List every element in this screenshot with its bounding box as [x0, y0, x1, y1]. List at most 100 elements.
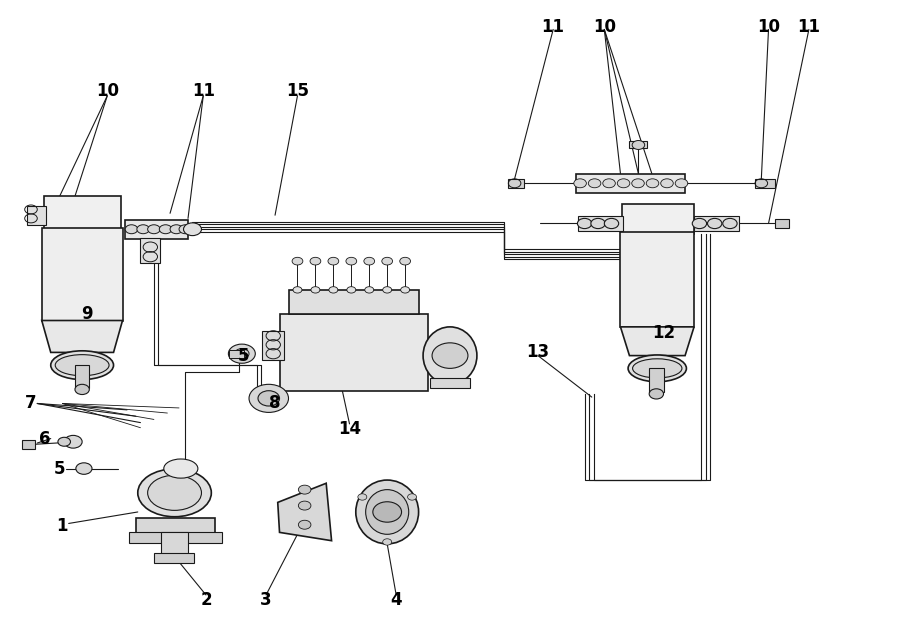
Circle shape	[591, 219, 605, 229]
Circle shape	[299, 520, 310, 529]
Circle shape	[159, 225, 172, 234]
Text: 11: 11	[797, 18, 821, 36]
Circle shape	[310, 257, 320, 265]
Ellipse shape	[628, 355, 687, 382]
Circle shape	[310, 287, 320, 293]
Ellipse shape	[633, 359, 682, 378]
Polygon shape	[620, 327, 694, 356]
Text: 3: 3	[260, 591, 272, 609]
Bar	[579, 216, 623, 231]
Circle shape	[64, 435, 82, 448]
Text: 4: 4	[391, 591, 402, 609]
Circle shape	[382, 539, 392, 545]
Circle shape	[574, 179, 587, 188]
Circle shape	[604, 219, 618, 229]
Bar	[161, 533, 188, 556]
Circle shape	[179, 225, 192, 234]
Text: 5: 5	[238, 347, 249, 365]
Bar	[755, 179, 775, 188]
Bar	[230, 350, 244, 358]
Text: 10: 10	[593, 18, 616, 36]
Circle shape	[328, 257, 338, 265]
Bar	[289, 290, 419, 314]
Circle shape	[58, 437, 70, 446]
Circle shape	[707, 219, 722, 229]
Circle shape	[358, 494, 367, 500]
Circle shape	[692, 219, 706, 229]
Text: 15: 15	[286, 82, 309, 100]
Bar	[75, 365, 89, 388]
Text: 7: 7	[25, 394, 37, 412]
Circle shape	[400, 287, 410, 293]
Text: 12: 12	[652, 324, 675, 342]
Circle shape	[603, 179, 616, 188]
Text: 10: 10	[757, 18, 780, 36]
Circle shape	[432, 343, 468, 369]
Bar	[262, 331, 284, 360]
Circle shape	[249, 385, 289, 412]
Circle shape	[148, 225, 160, 234]
Text: 6: 6	[39, 429, 50, 447]
Circle shape	[170, 225, 183, 234]
Ellipse shape	[148, 475, 202, 510]
Bar	[649, 369, 663, 392]
Circle shape	[723, 219, 737, 229]
Circle shape	[364, 257, 374, 265]
Circle shape	[76, 463, 92, 474]
Circle shape	[373, 502, 401, 522]
Bar	[694, 216, 739, 231]
Bar	[41, 228, 122, 320]
Text: 11: 11	[192, 82, 215, 100]
Bar	[576, 174, 685, 193]
Bar	[508, 179, 525, 188]
Circle shape	[382, 257, 392, 265]
Circle shape	[382, 287, 392, 293]
Circle shape	[675, 179, 688, 188]
Bar	[154, 553, 194, 563]
Bar	[125, 220, 188, 239]
Circle shape	[75, 385, 89, 394]
Text: 14: 14	[338, 420, 361, 438]
Bar	[22, 440, 35, 449]
Circle shape	[649, 389, 663, 399]
Ellipse shape	[423, 327, 477, 385]
Bar	[44, 196, 121, 231]
Circle shape	[400, 257, 410, 265]
Bar	[136, 519, 215, 535]
Circle shape	[632, 140, 644, 149]
Ellipse shape	[138, 469, 212, 517]
Text: 1: 1	[57, 517, 68, 535]
Text: 5: 5	[54, 460, 66, 478]
Circle shape	[661, 179, 673, 188]
Bar	[620, 233, 694, 327]
Circle shape	[293, 287, 302, 293]
Bar	[775, 219, 789, 228]
Ellipse shape	[55, 354, 109, 376]
Bar	[280, 314, 428, 391]
Circle shape	[184, 223, 202, 236]
Circle shape	[299, 501, 310, 510]
Ellipse shape	[365, 490, 409, 535]
Circle shape	[408, 494, 417, 500]
Text: 11: 11	[542, 18, 564, 36]
Circle shape	[589, 179, 601, 188]
Circle shape	[258, 391, 280, 406]
Ellipse shape	[356, 480, 418, 544]
Circle shape	[125, 225, 138, 234]
Bar	[430, 378, 470, 388]
Circle shape	[328, 287, 338, 293]
Ellipse shape	[164, 459, 198, 478]
Bar	[140, 238, 160, 263]
Text: 9: 9	[81, 305, 93, 323]
Bar	[622, 204, 694, 235]
Circle shape	[346, 257, 356, 265]
Circle shape	[346, 287, 356, 293]
Ellipse shape	[50, 351, 113, 379]
Text: 10: 10	[95, 82, 119, 100]
Circle shape	[299, 485, 310, 494]
Circle shape	[617, 179, 630, 188]
Polygon shape	[278, 483, 331, 541]
Circle shape	[646, 179, 659, 188]
Text: 2: 2	[200, 591, 212, 609]
Circle shape	[632, 179, 644, 188]
